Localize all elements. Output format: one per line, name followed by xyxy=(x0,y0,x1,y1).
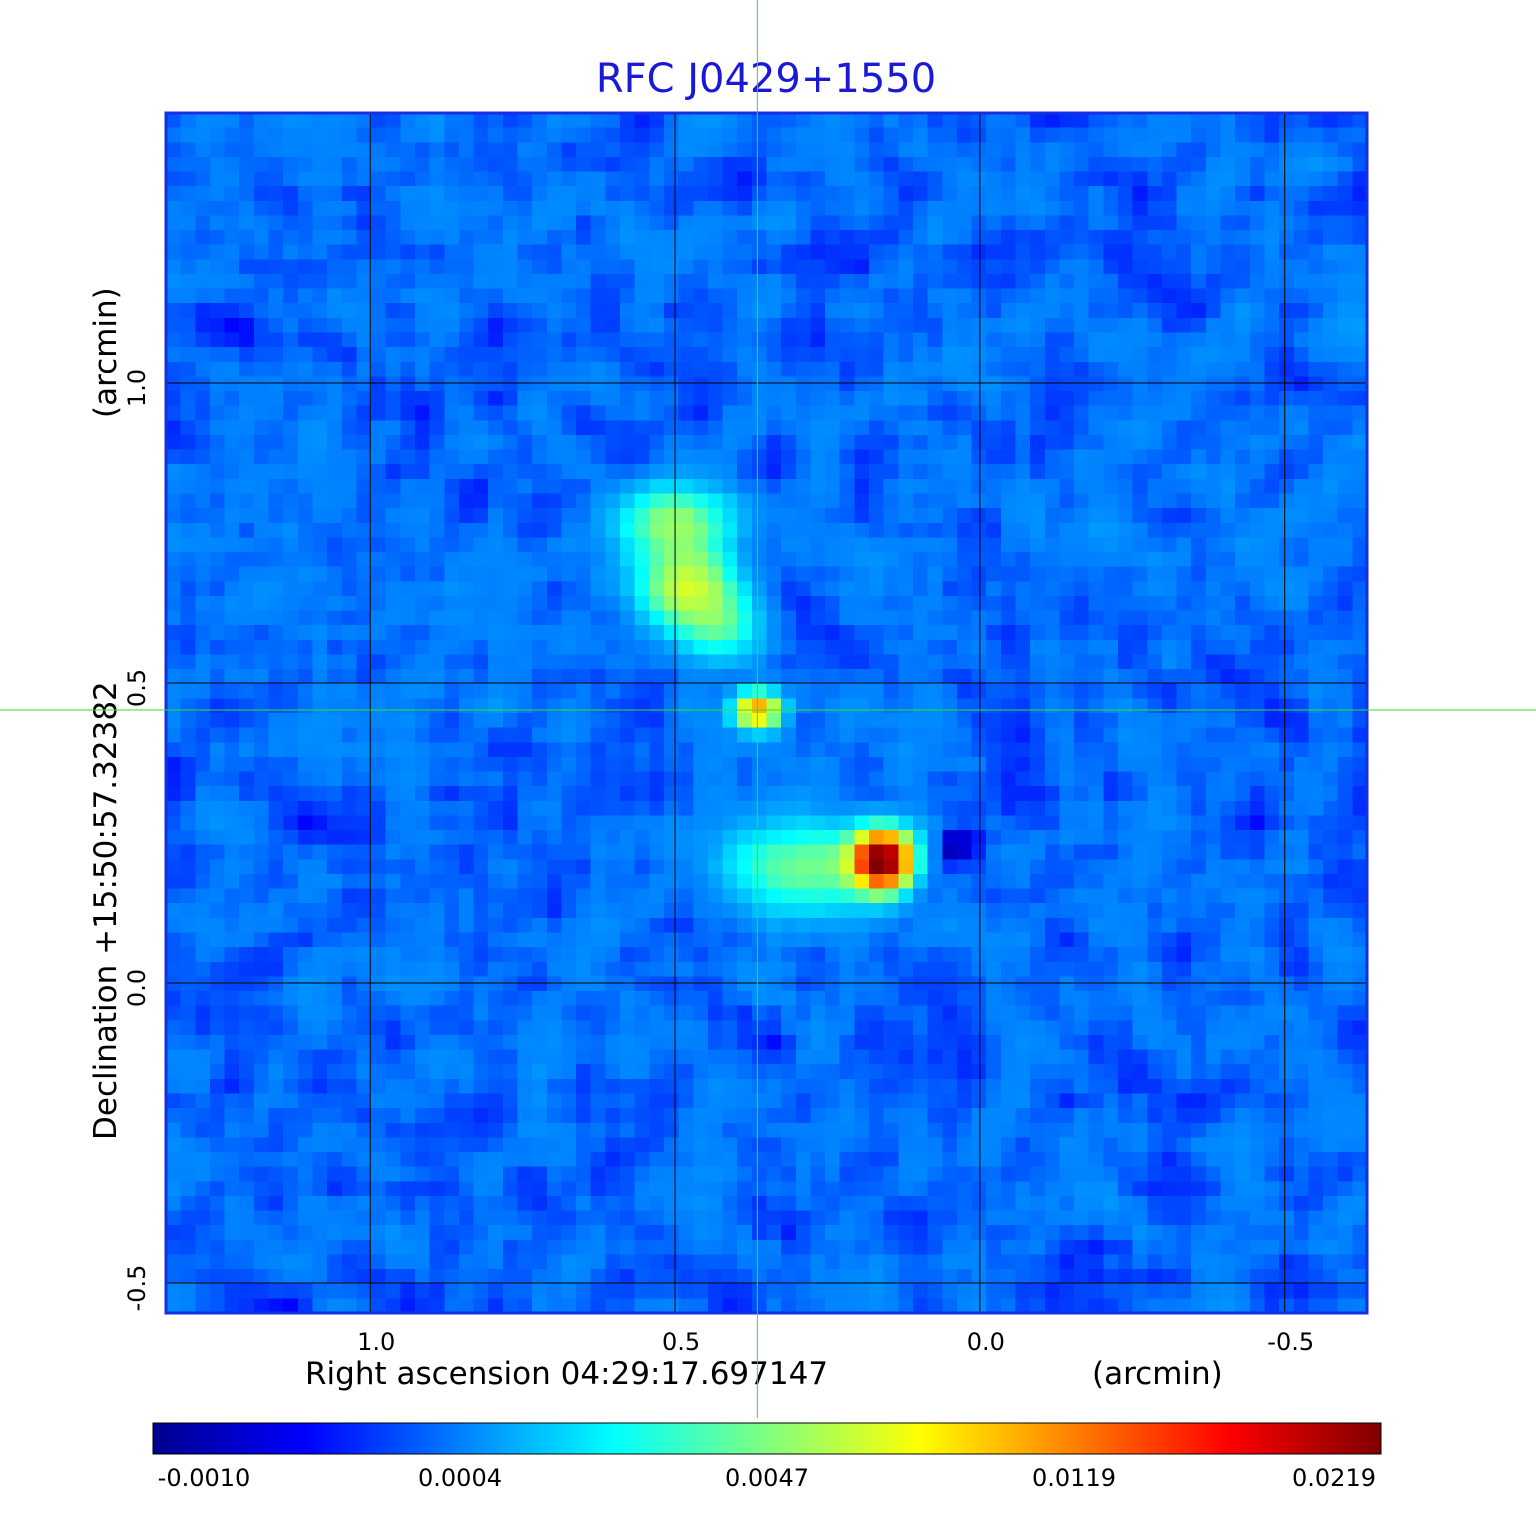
y-tick-label: 0.0 xyxy=(123,969,151,1007)
x-tick-label: -0.5 xyxy=(1267,1328,1314,1356)
colorbar-tick-label: 0.0219 xyxy=(1292,1464,1376,1492)
colorbar-tick-label: 0.0119 xyxy=(1032,1464,1116,1492)
y-axis-label: Declination +15:50:57.32382 xyxy=(88,681,124,1140)
x-tick-label: 0.5 xyxy=(662,1328,700,1356)
y-tick-label: 1.0 xyxy=(123,369,151,407)
axis-ticks: 1.0 0.5 0.0 -0.5 1.0 0.5 0.0 -0.5 xyxy=(123,369,1314,1356)
plot-area xyxy=(166,113,1367,1313)
x-axis-unit: (arcmin) xyxy=(1092,1356,1223,1392)
grid-lines xyxy=(166,113,1367,1313)
colorbar-tick-label: 0.0047 xyxy=(725,1464,809,1492)
y-tick-label: -0.5 xyxy=(123,1265,151,1312)
colorbar xyxy=(152,1422,1382,1455)
x-tick-label: 0.0 xyxy=(967,1328,1005,1356)
plot-frame xyxy=(164,111,1369,1315)
chart-title: RFC J0429+1550 xyxy=(596,56,936,102)
colorbar-ticks: -0.0010 0.0004 0.0047 0.0119 0.0219 xyxy=(158,1464,1376,1492)
colorbar-tick-label: 0.0004 xyxy=(418,1464,502,1492)
y-axis-unit: (arcmin) xyxy=(88,287,124,418)
crosshair xyxy=(0,0,1536,1418)
colorbar-tick-label: -0.0010 xyxy=(158,1464,251,1492)
heatmap-image xyxy=(166,113,1367,1313)
y-tick-label: 0.5 xyxy=(123,669,151,707)
x-axis-label: Right ascension 04:29:17.697147 xyxy=(305,1356,828,1392)
x-tick-label: 1.0 xyxy=(357,1328,395,1356)
